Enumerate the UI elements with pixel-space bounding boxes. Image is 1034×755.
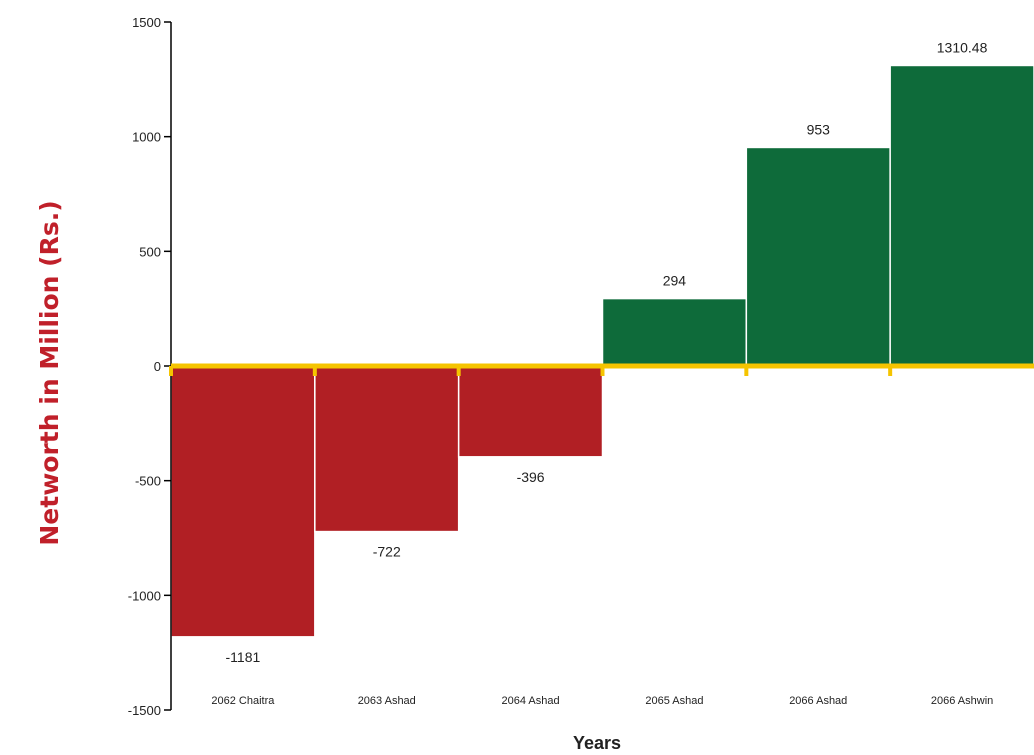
y-tick-label-6: 1500 (132, 15, 161, 30)
bars-group (170, 64, 1034, 638)
x-tick-label-5: 2066 Ashwin (931, 695, 993, 707)
x-tick-label-0: 2062 Chaitra (211, 695, 275, 707)
value-label-4: 953 (807, 121, 831, 137)
zero-line-tick-3 (600, 366, 605, 376)
value-label-5: 1310.48 (937, 39, 988, 55)
zero-line-tick-1 (312, 366, 317, 376)
value-label-1: -722 (373, 544, 401, 560)
y-tick-label-0: -1500 (128, 703, 161, 718)
x-tick-label-3: 2065 Ashad (645, 695, 703, 707)
y-tick-label-4: 500 (139, 244, 161, 259)
y-tick-label-3: 0 (154, 359, 161, 374)
x-axis-title: Years (573, 733, 621, 753)
zero-line-tick-5 (888, 366, 893, 376)
bar-2 (457, 365, 604, 458)
y-axis-title: Networth in Million (Rs.) (35, 200, 64, 545)
x-tick-label-2: 2064 Ashad (502, 695, 560, 707)
y-tick-label-1: -1000 (128, 588, 161, 603)
bar-1 (314, 365, 460, 533)
value-label-0: -1181 (226, 649, 261, 665)
x-tick-label-1: 2063 Ashad (358, 695, 416, 707)
value-labels-group: -1181 -722 -396 294 953 1310.48 (226, 39, 988, 664)
zero-line-tick-4 (744, 366, 749, 376)
zero-line-group (169, 363, 1034, 376)
zero-line-tick-2 (456, 366, 461, 376)
y-tick-label-2: -500 (135, 474, 161, 489)
bar-5 (889, 64, 1034, 367)
bar-4 (745, 146, 891, 367)
value-label-2: -396 (517, 469, 545, 485)
y-axis: -1500 -1000 -500 0 500 1000 1500 (128, 15, 172, 718)
bar-0 (170, 365, 316, 638)
y-tick-label-5: 1000 (132, 130, 161, 145)
value-label-3: 294 (663, 273, 687, 289)
bar-3 (601, 297, 748, 367)
x-tick-label-4: 2066 Ashad (789, 695, 847, 707)
zero-line-tick-0 (169, 366, 173, 376)
x-tick-labels-group: 2062 Chaitra 2063 Ashad 2064 Ashad 2065 Ash… (211, 695, 993, 707)
